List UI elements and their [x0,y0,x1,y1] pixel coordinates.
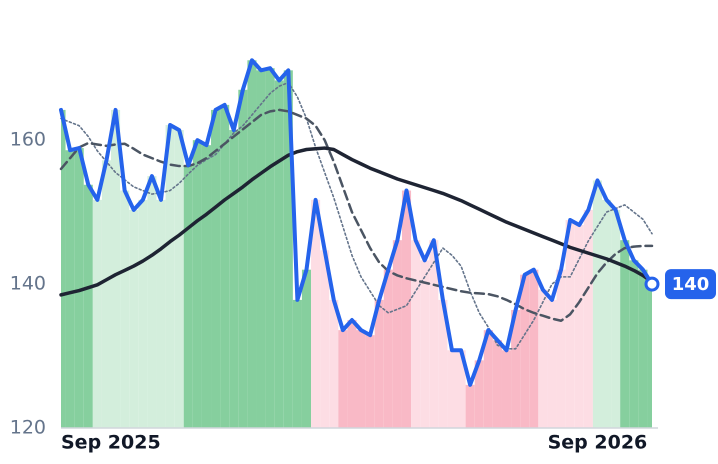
price-column [574,225,584,428]
series-line [59,108,654,323]
price-column [292,299,302,428]
price-column [329,299,339,428]
price-column [101,160,112,429]
price-column [547,299,557,428]
price-column [383,269,393,428]
price-column [274,80,284,428]
price-column [565,220,575,428]
price-column [529,269,539,428]
price-column [338,330,348,428]
price-column [192,140,202,428]
price-column [120,190,130,428]
price-column [392,240,402,428]
price-column [183,165,193,428]
price-column [129,209,139,428]
price-column [356,330,366,428]
price-column [611,209,621,428]
y-tick-label: 120 [10,417,46,439]
price-column [61,109,66,429]
price-column [465,384,475,428]
price-column [474,360,484,428]
price-column [211,109,221,429]
price-column [401,190,412,428]
price-column [411,240,421,428]
price-column [320,250,330,428]
price-column [311,199,321,428]
price-column [201,145,212,428]
price-column [347,320,357,428]
price-column [420,260,430,428]
price-column [256,70,266,429]
price-column [365,335,375,428]
series-line [59,58,654,387]
price-column [556,269,566,428]
last-point [644,276,660,292]
price-column [538,289,548,428]
price-column [74,148,84,428]
price-column [65,150,75,429]
price-column [92,199,102,428]
price-column [429,240,439,428]
price-column [156,199,166,428]
price-column [447,350,457,428]
price-column [138,199,148,428]
price-column [438,299,448,428]
y-tick-label: 140 [10,273,46,295]
price-column [620,240,630,428]
price-column [238,89,248,429]
series-line [60,81,653,350]
price-column [165,125,175,428]
series-line [59,146,654,297]
price-column [583,209,593,428]
price-column [456,350,466,428]
price-column [247,60,257,428]
price-column [301,269,312,428]
price-column [638,269,648,428]
price-column [111,109,121,429]
price-badge-label: 140 [672,274,710,295]
price-column [483,330,493,428]
price-column [629,260,639,428]
price-column [601,199,612,428]
price-column [501,350,512,428]
price-column [229,130,239,428]
price-column [520,274,530,428]
price-column [147,176,157,428]
price-column [220,104,230,428]
price-column [511,309,521,428]
price-column [283,70,293,429]
price-column [592,180,602,428]
price-column [174,130,184,428]
x-tick-label: Sep 2026 [548,432,648,454]
price-badge [665,269,716,300]
price-column [265,68,275,428]
y-tick-label: 160 [10,129,46,151]
x-tick-label: Sep 2025 [61,432,161,454]
price-column [492,340,502,428]
price-column [374,299,384,428]
price-column [647,284,652,428]
price-column [83,184,93,428]
